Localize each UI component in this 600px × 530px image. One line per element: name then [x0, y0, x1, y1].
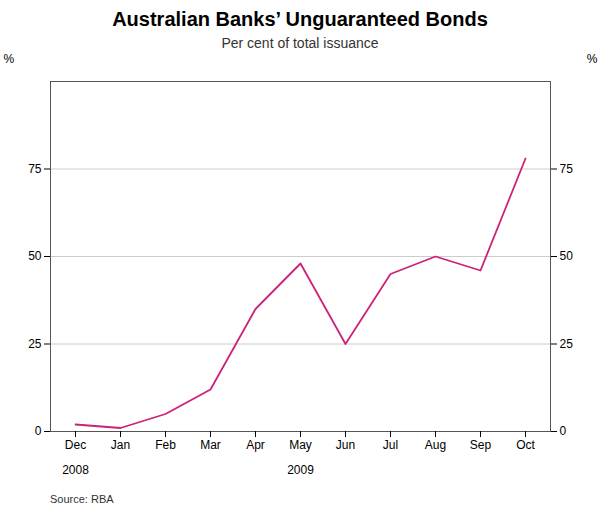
- svg-text:Feb: Feb: [155, 438, 176, 452]
- svg-text:50: 50: [560, 249, 574, 263]
- svg-text:May: May: [289, 438, 312, 452]
- svg-text:Aug: Aug: [425, 438, 446, 452]
- svg-text:%: %: [4, 52, 15, 66]
- svg-text:2009: 2009: [287, 463, 314, 477]
- svg-text:Apr: Apr: [246, 438, 265, 452]
- svg-text:Jan: Jan: [111, 438, 130, 452]
- svg-text:Dec: Dec: [65, 438, 86, 452]
- svg-text:75: 75: [28, 162, 42, 176]
- svg-text:%: %: [587, 52, 598, 66]
- svg-text:Jun: Jun: [336, 438, 355, 452]
- svg-text:25: 25: [28, 337, 42, 351]
- html-text:Source: RBA: Source: RBA: [50, 493, 114, 505]
- svg-text:Sep: Sep: [470, 438, 492, 452]
- svg-text:Oct: Oct: [516, 438, 535, 452]
- html-text:Per cent of total issuance: Per cent of total issuance: [221, 35, 379, 51]
- svg-text:Jul: Jul: [383, 438, 398, 452]
- svg-text:50: 50: [28, 249, 42, 263]
- svg-text:0: 0: [35, 424, 42, 438]
- svg-text:0: 0: [560, 424, 567, 438]
- svg-text:25: 25: [560, 337, 574, 351]
- svg-text:2008: 2008: [62, 463, 89, 477]
- html-text:Australian Banks’ Unguaranteed: Australian Banks’ Unguaranteed Bonds: [112, 8, 488, 30]
- svg-text:Mar: Mar: [200, 438, 221, 452]
- svg-text:75: 75: [560, 162, 574, 176]
